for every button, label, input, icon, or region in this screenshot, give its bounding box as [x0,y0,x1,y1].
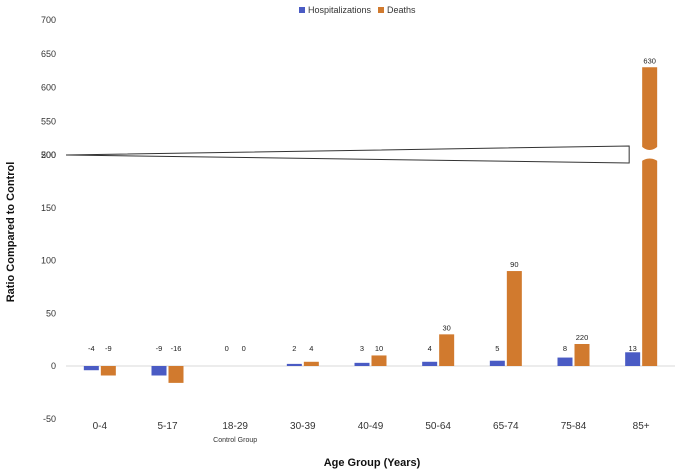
legend-swatch-deaths [378,7,384,13]
y-tick-label: 650 [41,49,56,59]
data-label-deaths: 220 [576,333,589,342]
bar-hospitalizations-5-17 [151,366,167,376]
x-tick-label: 40-49 [358,421,384,432]
data-label-hospitalizations: 8 [563,344,567,353]
y-tick-label: 600 [41,83,56,93]
y-tick-label: 700 [41,15,56,25]
bar-deaths-30-39 [303,361,319,366]
x-tick-label: 85+ [633,421,650,432]
data-label-hospitalizations: -9 [156,344,163,353]
y-tick-label: 550 [41,116,56,126]
data-label-deaths: 0 [242,344,246,353]
y-tick-label: 100 [41,256,56,266]
data-label-hospitalizations: 2 [292,344,296,353]
data-label-hospitalizations: 3 [360,344,364,353]
bar-hospitalizations-40-49 [354,362,370,366]
y-tick-label: 500 [41,150,56,160]
legend-swatch-hospitalizations [299,7,305,13]
bar-deaths-40-49 [371,355,387,366]
x-tick-label: 0-4 [93,421,108,432]
data-label-deaths: -9 [105,344,112,353]
x-tick-sublabel: Control Group [213,437,257,444]
data-label-hospitalizations: 13 [628,344,636,353]
legend-label-hospitalizations: Hospitalizations [308,5,372,15]
data-label-deaths: 4 [309,344,313,353]
bar-hospitalizations-65-74 [489,360,505,366]
bar-deaths-5-17 [168,366,184,383]
y-tick-label: 150 [41,203,56,213]
x-tick-label: 50-64 [425,421,451,432]
bar-deaths-0-4 [100,366,116,376]
bar-deaths-85+ [642,67,658,366]
bar-hospitalizations-85+ [625,352,641,366]
x-tick-label: 75-84 [561,421,587,432]
bar-deaths-50-64 [439,334,455,366]
bar-deaths-75-84 [574,344,590,366]
data-label-deaths: 30 [442,323,450,332]
data-label-deaths: 90 [510,260,518,269]
data-label-hospitalizations: 5 [495,344,499,353]
data-label-hospitalizations: 4 [428,344,432,353]
bar-hospitalizations-30-39 [286,363,302,366]
bar-hospitalizations-0-4 [83,366,99,371]
y-tick-label: 0 [51,361,56,371]
y-tick-label: 200 [41,150,56,160]
data-label-deaths: -16 [171,344,182,353]
bar-hospitalizations-50-64 [422,361,438,366]
data-label-deaths: 630 [643,56,656,65]
data-label-hospitalizations: -4 [88,344,95,353]
data-label-hospitalizations: 0 [225,344,229,353]
x-tick-label: 18-29 [222,421,248,432]
x-axis-title: Age Group (Years) [324,457,421,469]
y-tick-label: -50 [43,414,56,424]
y-axis-title: Ratio Compared to Control [5,162,17,303]
x-tick-label: 30-39 [290,421,316,432]
x-tick-label: 5-17 [157,421,177,432]
legend-label-deaths: Deaths [387,5,416,15]
axis-break-gap [639,144,661,163]
axis-break-wedge [65,145,630,164]
y-tick-label: 50 [46,308,56,318]
legend: Hospitalizations Deaths [299,5,416,15]
bar-deaths-65-74 [506,271,522,366]
data-label-deaths: 10 [375,344,383,353]
bar-hospitalizations-75-84 [557,357,573,366]
x-tick-label: 65-74 [493,421,519,432]
